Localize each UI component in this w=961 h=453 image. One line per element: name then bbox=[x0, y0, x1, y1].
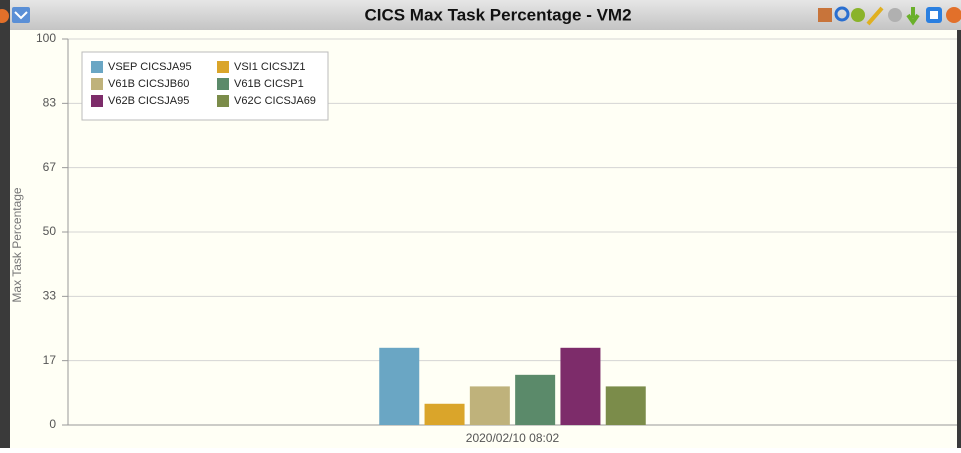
legend-swatch bbox=[91, 95, 103, 107]
y-tick-label: 67 bbox=[43, 160, 57, 174]
legend-swatch bbox=[217, 61, 229, 73]
legend-label: V61B CICSJB60 bbox=[108, 78, 189, 90]
bar bbox=[605, 386, 646, 425]
title-bar bbox=[10, 0, 961, 30]
toolbar bbox=[818, 6, 961, 26]
bar bbox=[424, 403, 465, 425]
bar bbox=[560, 347, 601, 425]
legend-swatch bbox=[217, 78, 229, 90]
y-tick-label: 83 bbox=[43, 96, 57, 110]
tool-icon[interactable] bbox=[818, 8, 832, 22]
legend-swatch bbox=[91, 61, 103, 73]
legend-label: VSEP CICSJA95 bbox=[108, 61, 192, 73]
chart-title: CICS Max Task Percentage - VM2 bbox=[364, 5, 631, 24]
bar bbox=[515, 374, 556, 425]
tool-icon-inner bbox=[930, 11, 938, 19]
tool-icon[interactable] bbox=[834, 6, 850, 22]
close-icon[interactable] bbox=[0, 9, 9, 23]
legend-swatch bbox=[217, 95, 229, 107]
legend-swatch bbox=[91, 78, 103, 90]
y-tick-label: 17 bbox=[43, 353, 57, 367]
tool-icon[interactable] bbox=[851, 8, 865, 22]
legend-label: V61B CICSP1 bbox=[234, 78, 304, 90]
tool-icon[interactable] bbox=[946, 7, 961, 23]
legend-label: VSI1 CICSJZ1 bbox=[234, 61, 306, 73]
legend-box bbox=[81, 51, 329, 121]
tool-icon[interactable] bbox=[906, 7, 920, 26]
tool-icon[interactable] bbox=[888, 8, 902, 22]
y-axis-label: Max Task Percentage bbox=[10, 187, 24, 302]
collapse-arrow bbox=[14, 11, 28, 20]
x-tick-label: 2020/02/10 08:02 bbox=[466, 431, 560, 445]
y-tick-label: 0 bbox=[49, 417, 56, 431]
legend-label: V62B CICSJA95 bbox=[108, 95, 189, 107]
bar bbox=[469, 386, 510, 425]
legend-label: V62C CICSJA69 bbox=[234, 95, 316, 107]
y-tick-label: 50 bbox=[43, 224, 57, 238]
bar bbox=[379, 347, 420, 425]
y-tick-label: 33 bbox=[43, 289, 57, 303]
tool-icon[interactable] bbox=[866, 6, 884, 26]
collapse-button[interactable] bbox=[12, 7, 30, 23]
y-tick-label: 100 bbox=[36, 31, 56, 45]
